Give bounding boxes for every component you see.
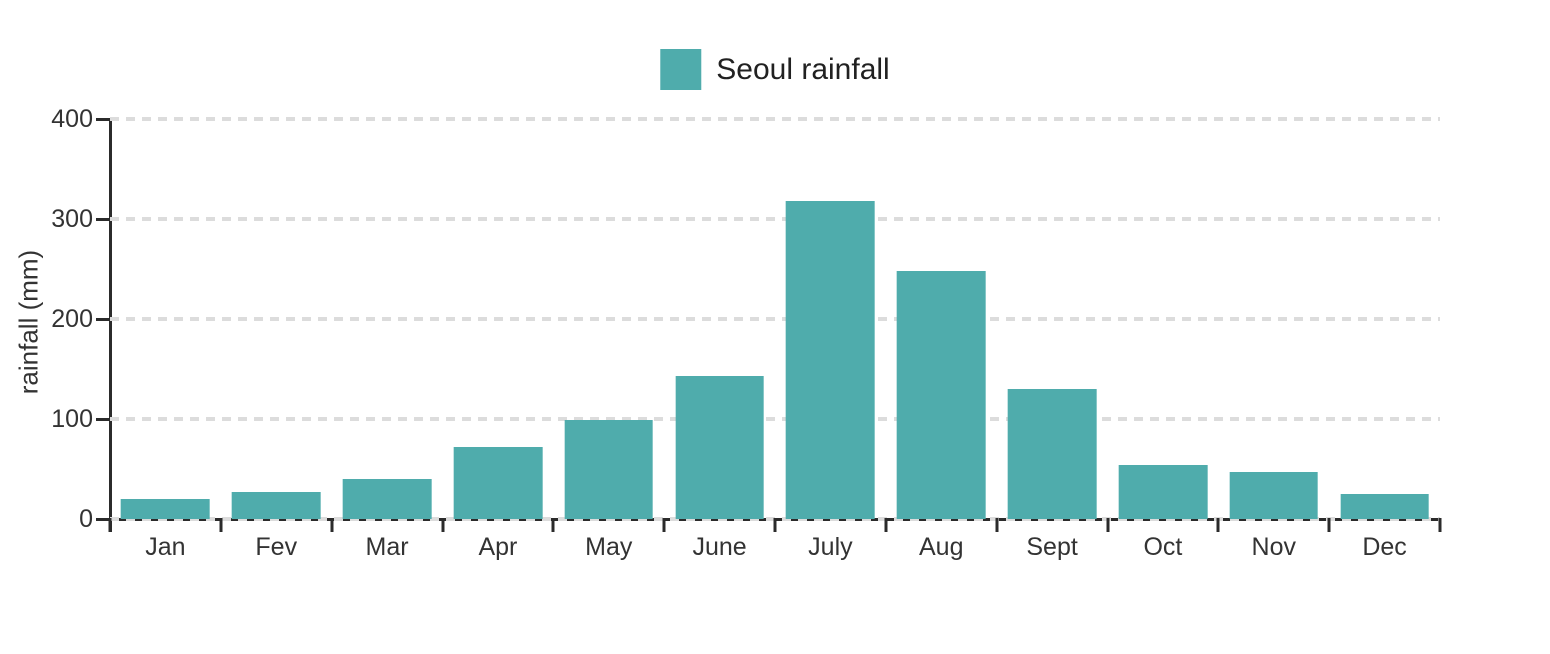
y-tick-label-100: 100 xyxy=(51,405,93,433)
legend-swatch xyxy=(660,49,702,90)
gridline-100 xyxy=(110,417,1440,421)
x-tick-5 xyxy=(662,517,666,532)
x-tick-10 xyxy=(1216,517,1220,532)
gridline-400 xyxy=(110,117,1440,121)
bar-nov xyxy=(1229,472,1319,519)
y-tick-400 xyxy=(96,117,110,121)
plot-area: 0 100 200 300 400 Jan Fev Mar Apr May June July Aug S… xyxy=(51,105,1442,561)
gridline-200 xyxy=(110,317,1440,321)
y-tick-0 xyxy=(96,517,110,521)
x-label-jan: Jan xyxy=(145,533,186,561)
x-label-nov: Nov xyxy=(1251,533,1296,561)
x-tick-4 xyxy=(551,517,555,532)
bar-june xyxy=(675,376,764,519)
x-tick-11 xyxy=(1327,517,1331,532)
x-label-july: July xyxy=(808,533,853,561)
bar-july xyxy=(786,201,875,519)
x-tick-3 xyxy=(441,517,444,532)
x-tick-1 xyxy=(219,517,223,532)
x-label-may: May xyxy=(585,533,633,561)
bar-dec xyxy=(1340,494,1429,519)
legend-label: Seoul rainfall xyxy=(716,53,890,86)
y-axis-line xyxy=(108,119,112,532)
x-label-dec: Dec xyxy=(1362,533,1407,561)
x-tick-7 xyxy=(884,517,888,532)
bar-jan xyxy=(121,499,210,519)
x-label-fev: Fev xyxy=(255,533,298,561)
x-tick-2 xyxy=(330,517,334,532)
bar-oct xyxy=(1118,465,1208,519)
y-tick-label-0: 0 xyxy=(79,505,93,533)
x-tick-9 xyxy=(1106,517,1109,532)
legend: Seoul rainfall xyxy=(660,49,890,90)
y-tick-label-300: 300 xyxy=(51,205,93,233)
bar-apr xyxy=(453,447,543,519)
x-label-apr: Apr xyxy=(478,533,518,561)
x-tick-0 xyxy=(108,517,112,532)
bar-mar xyxy=(342,479,432,519)
bar-fev xyxy=(231,492,321,519)
x-label-june: June xyxy=(692,533,747,561)
x-label-oct: Oct xyxy=(1143,533,1183,561)
x-label-sept: Sept xyxy=(1026,533,1078,561)
y-tick-200 xyxy=(96,317,110,321)
y-tick-label-400: 400 xyxy=(51,105,93,133)
x-label-aug: Aug xyxy=(919,533,964,561)
x-tick-8 xyxy=(995,517,999,532)
x-tick-6 xyxy=(773,517,777,532)
x-tick-12 xyxy=(1438,517,1442,532)
bar-may xyxy=(564,420,654,519)
bar-aug xyxy=(896,271,986,519)
y-tick-100 xyxy=(96,417,110,421)
y-tick-300 xyxy=(96,217,110,221)
bar-sept xyxy=(1007,389,1097,519)
gridline-300 xyxy=(110,217,1440,221)
y-tick-label-200: 200 xyxy=(51,305,93,333)
x-label-mar: Mar xyxy=(365,533,409,561)
